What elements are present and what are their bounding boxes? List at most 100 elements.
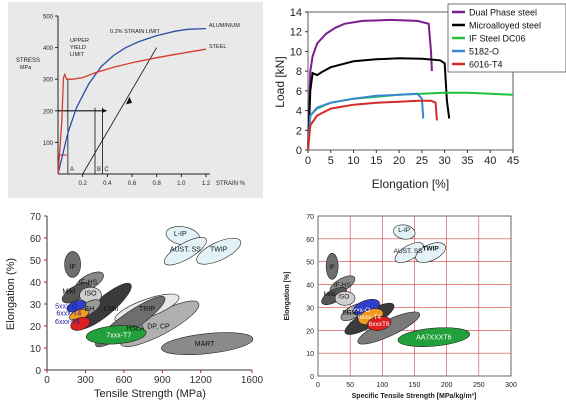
region-label: Mild	[62, 288, 75, 295]
strain-limit-annotation: 0.2% STRAIN LIMIT	[110, 29, 160, 35]
region-label: IF-HS	[334, 282, 352, 289]
plot-frame	[307, 11, 514, 151]
y-tick-label: 14	[290, 7, 302, 19]
x-tick-label: 35	[461, 155, 473, 167]
region-label: 6xxx-T4	[358, 314, 382, 321]
x-tick-label: 20	[393, 155, 405, 167]
y-tick-label: 500	[43, 15, 54, 21]
y-tick-label: 60	[306, 237, 314, 244]
region-if-blob	[64, 251, 81, 278]
region-aa7xxx-blob	[397, 327, 470, 347]
region-label: DP, CP	[147, 324, 170, 331]
x-tick-label: 5	[328, 155, 334, 167]
x-tick-label: 900	[154, 375, 171, 386]
x-tick-label: 10	[347, 155, 359, 167]
x-tick-label: 0.6	[128, 181, 137, 187]
x-tick-label: 0	[305, 155, 311, 167]
region-label: TWIP	[422, 246, 439, 253]
region-mild-blob	[61, 282, 92, 304]
x-tick-label: 15	[370, 155, 382, 167]
series-line	[307, 99, 438, 151]
region-iso-blob	[334, 290, 356, 306]
x-tick-label: 0	[44, 375, 50, 386]
legend-label: Dual Phase steel	[469, 8, 537, 18]
y-axis-label: Elongation (%)	[5, 258, 17, 330]
offset-arrow-icon	[125, 96, 132, 105]
x-tick-label: 600	[116, 375, 133, 386]
legend-label: IF Steel DC06	[469, 34, 526, 44]
region-label: 5xxx-O	[55, 304, 78, 311]
region-label: IF	[329, 264, 335, 271]
y-tick-label: 0	[35, 366, 41, 377]
y-tick-label: 4	[296, 106, 302, 118]
x-tick-label: 0	[316, 382, 320, 389]
x-tick-label: 30	[439, 155, 451, 167]
upper-yield-limit-annotation: UPPER	[70, 38, 89, 44]
legend-label: Microalloyed steel	[469, 21, 541, 31]
legend-label: 6016-T4	[469, 60, 503, 70]
elongation-vs-specific-strength-chart-panel: 0 10 20 30 40 50 60 70 0 50 100 150 200 250 300 Elongat…	[278, 204, 566, 406]
y-tick-label: 0	[296, 145, 302, 157]
region-label: 6xxxT6	[369, 321, 390, 328]
x-tick-label: 300	[505, 382, 517, 389]
x-tick-label: 0.2	[78, 181, 87, 187]
region-label: CMn	[104, 306, 119, 313]
region-l-ip-blob	[393, 224, 416, 240]
x-tick-label: 250	[473, 382, 485, 389]
elongation-vs-tensile-chart-panel: 0 10 20 30 40 50 60 70 0 300 600 900 1200 1600 Elongat…	[0, 204, 270, 406]
series-line	[307, 57, 451, 151]
region-label: IF	[70, 264, 76, 271]
y-tick-label: 300	[43, 78, 54, 84]
y-axis-label: STRESS	[16, 58, 40, 64]
series-line	[307, 18, 433, 151]
region-label: AUST. SS	[170, 247, 201, 254]
x-axis-label: Specific Tensile Strength [MPa/kg/m³]	[352, 393, 477, 400]
region-label: TRIP	[139, 306, 155, 313]
y-tick-label: 30	[30, 300, 42, 311]
x-tick-label: 1600	[241, 375, 264, 386]
y-tick-label: 200	[43, 109, 54, 115]
region-label: TWIP	[210, 247, 228, 254]
upper-yield-limit-annotation: YIELD	[70, 45, 86, 51]
region-label: HSLA	[126, 326, 145, 333]
region-label: ISO	[338, 294, 349, 301]
y-tick-label: 40	[306, 283, 314, 290]
load-elongation-chart: 0 2 4 6 8 10 12 14 0 5 10 15 20 25 30 35 40 45 Load [kN] El…	[273, 3, 566, 191]
region-label: AUST. SS	[394, 248, 424, 255]
region-mart-blob	[161, 332, 254, 355]
y-tick-label: 8	[296, 66, 302, 78]
series-line-steel	[57, 48, 207, 175]
region-label: MART	[195, 341, 215, 348]
x-tick-label: 1.2	[202, 181, 211, 187]
y-tick-label: 6	[296, 86, 302, 98]
x-tick-label: 1.0	[177, 181, 186, 187]
region-6xxx-t6-blob	[366, 315, 392, 331]
region-label: 5xxx-O	[350, 307, 371, 314]
region-label: 7xxx-T7	[106, 332, 131, 339]
x-tick-label: 0.8	[152, 181, 161, 187]
region-label: BH	[342, 310, 351, 317]
y-axis-label-unit: MPa	[20, 65, 32, 71]
y-tick-label: 40	[30, 278, 42, 289]
y-tick-label: 10	[306, 351, 314, 358]
y-tick-label: 100	[43, 141, 54, 147]
offset-line	[82, 47, 158, 175]
series-line	[307, 92, 425, 151]
region-twip-blob	[415, 242, 446, 263]
region-label: AA7XXXT6	[416, 335, 452, 342]
region-7xxx-blob	[85, 325, 147, 345]
x-tick-label: 300	[77, 375, 94, 386]
region-label: ISO	[85, 291, 98, 298]
series-label-aluminium: ALUMINIUM	[209, 23, 240, 29]
region-label: BH	[84, 306, 94, 313]
legend-label: 5182-O	[469, 47, 499, 57]
region-if-blob	[325, 252, 339, 280]
region-label: 6xxx-T4	[56, 310, 81, 317]
x-tick-label: 150	[409, 382, 421, 389]
region-label: Mild	[324, 291, 336, 298]
series-line-aluminium	[57, 27, 207, 175]
strain-marker-label: C	[104, 167, 109, 173]
x-tick-label: 200	[441, 382, 453, 389]
region-label: L-IP	[398, 227, 410, 234]
x-tick-label: 1200	[190, 375, 213, 386]
